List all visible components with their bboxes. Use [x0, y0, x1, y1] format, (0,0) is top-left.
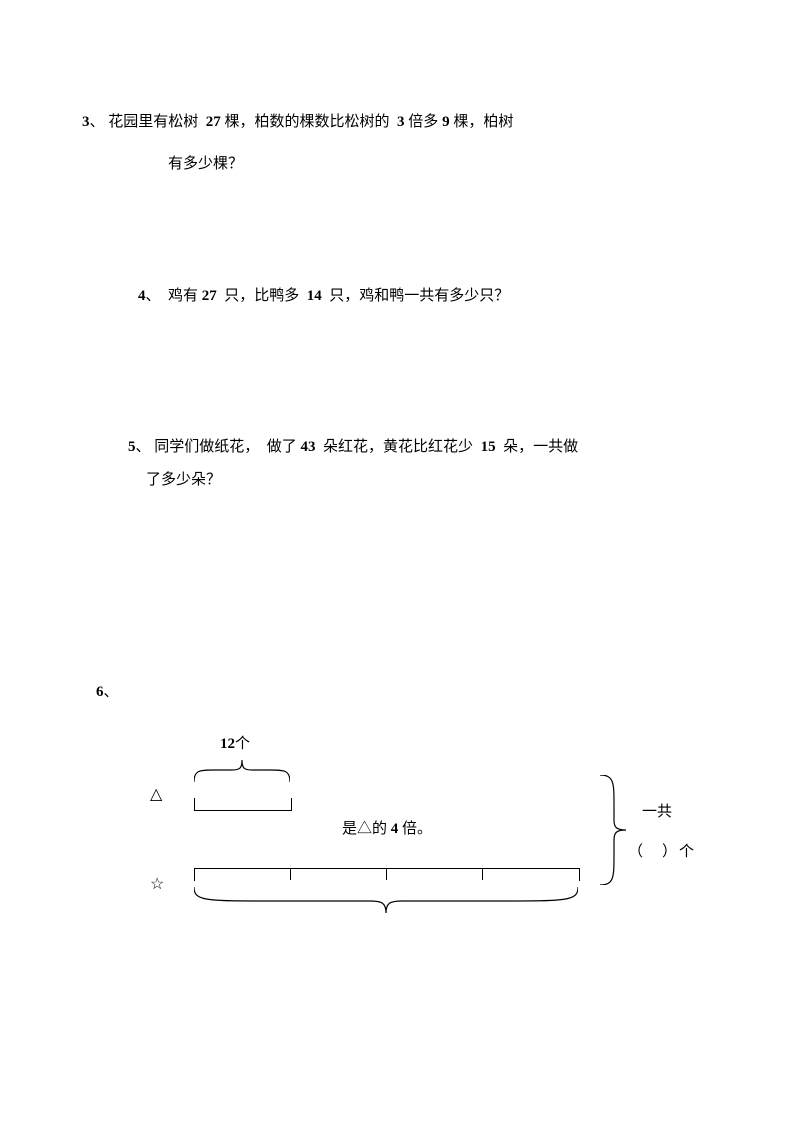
q3-t4: 棵，柏树 — [453, 114, 513, 130]
question-5: 5、 同学们做纸花， 做了 43 朵红花，黄花比红花少 15 朵，一共做 — [128, 428, 688, 467]
q4-v2: 14 — [307, 288, 322, 304]
q4-v1: 27 — [202, 288, 217, 304]
top-brace-icon — [194, 760, 290, 784]
q3-t2: 棵，柏数的棵数比松树的 — [225, 114, 390, 130]
q6-right-text1: 一共 — [642, 800, 672, 821]
q3-line2: 有多少棵？ — [168, 152, 243, 173]
bottom-brace-icon — [194, 885, 578, 915]
q4-t3: 只，鸡和鸭一共有多少只？ — [329, 288, 509, 304]
q6-mid-text: 是△的 4 倍。 — [342, 817, 432, 838]
q4-sep: 、 — [146, 288, 161, 304]
q6-mid-v: 4 — [391, 821, 399, 837]
q5-number: 5 — [128, 439, 136, 455]
star-tick-2 — [386, 868, 387, 880]
q4-t2: 只，比鸭多 — [224, 288, 299, 304]
q3-v2: 3 — [397, 114, 405, 130]
q3-t3: 倍多 — [408, 114, 438, 130]
q5-t2: 做了 — [267, 439, 297, 455]
star-tick-1 — [290, 868, 291, 880]
q6-count-unit: 个 — [235, 736, 250, 752]
question-4: 4、 鸡有 27 只，比鸭多 14 只，鸡和鸭一共有多少只？ — [138, 284, 698, 305]
q5-t3: 朵红花，黄花比红花少 — [323, 439, 473, 455]
q5-sep: 、 — [136, 439, 151, 455]
q5-t1: 同学们做纸花， — [154, 439, 259, 455]
q6-sep: 、 — [104, 684, 119, 700]
q3-v3: 9 — [442, 114, 450, 130]
q6-right-text2: （ ）个 — [628, 840, 696, 861]
q6-mid-t2: 倍。 — [402, 821, 432, 837]
q6-mid-t1: 是△的 — [342, 821, 387, 837]
q5-v2: 15 — [481, 439, 496, 455]
q4-number: 4 — [138, 288, 146, 304]
right-brace-icon — [598, 775, 628, 885]
star-tick-3 — [482, 868, 483, 880]
q6-count: 12 — [220, 736, 235, 752]
q5-line2: 了多少朵？ — [146, 468, 221, 489]
q4-t1: 鸡有 — [168, 288, 198, 304]
question-6-label: 6、 — [96, 680, 119, 701]
star-bar — [194, 868, 580, 881]
q6-diagram: 12个 △ 是△的 4 倍。 ☆ 一共 （ ）个 — [150, 720, 710, 960]
q5-v1: 43 — [301, 439, 316, 455]
q6-count-label: 12个 — [220, 732, 250, 753]
triangle-bar — [194, 798, 292, 811]
q3-v1: 27 — [206, 114, 221, 130]
star-icon: ☆ — [150, 874, 164, 894]
q3-sep: 、 — [90, 114, 105, 130]
question-3: 3、 花园里有松树 27 棵，柏数的棵数比松树的 3 倍多 9 棵，柏树 — [82, 110, 702, 134]
page: 3、 花园里有松树 27 棵，柏数的棵数比松树的 3 倍多 9 棵，柏树 有多少… — [0, 0, 800, 1133]
q5-t4: 朵，一共做 — [503, 439, 578, 455]
triangle-icon: △ — [150, 784, 162, 804]
q3-number: 3 — [82, 114, 90, 130]
q3-t1: 花园里有松树 — [108, 114, 198, 130]
q6-number: 6 — [96, 684, 104, 700]
